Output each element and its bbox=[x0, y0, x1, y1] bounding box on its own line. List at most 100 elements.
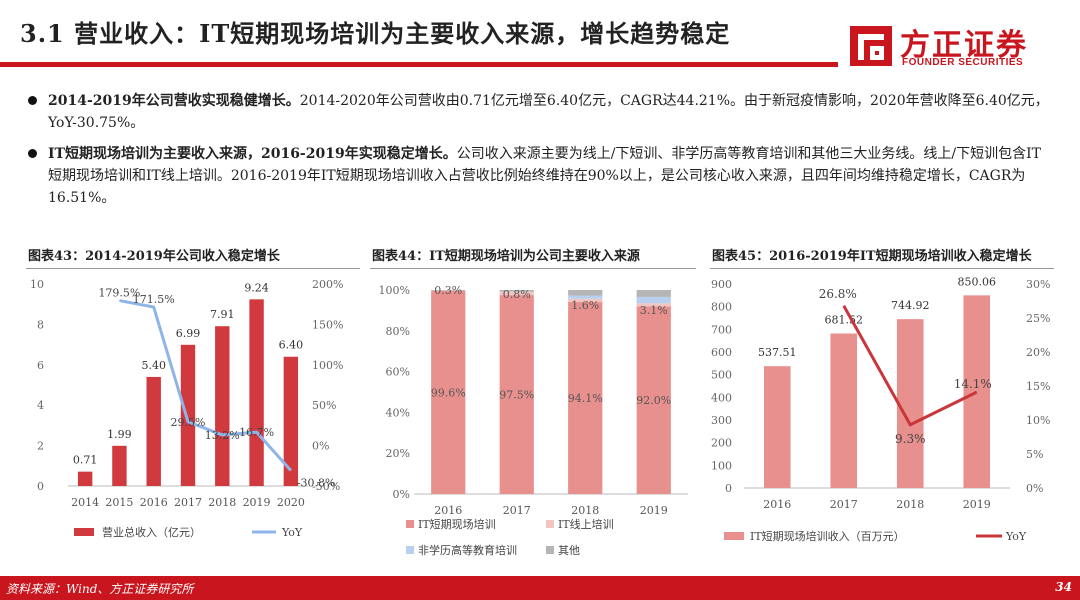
segment-value-label: 97.5% bbox=[499, 389, 534, 402]
bullet-1: 2014-2019年公司营收实现稳健增长。2014-2020年公司营收由0.71… bbox=[28, 90, 1053, 134]
legend-label: 非学历高等教育培训 bbox=[418, 543, 517, 557]
bar-value-label: 7.91 bbox=[210, 308, 235, 321]
footer-source: 资料来源：Wind、方正证券研究所 bbox=[6, 582, 194, 596]
chart-45-caption-rule bbox=[710, 268, 1054, 269]
segment-value-label: 0.3% bbox=[434, 284, 462, 297]
legend-label: 其他 bbox=[558, 544, 580, 557]
legend-label-yoy: YoY bbox=[281, 526, 303, 539]
legend-swatch bbox=[406, 520, 414, 528]
chart-45: 0 100 200 300 400 500 600 700 800 900 0% 5% 10% 15% 20… bbox=[711, 275, 1050, 543]
bar bbox=[180, 344, 196, 486]
segment-value-label: 1.6% bbox=[571, 299, 599, 312]
bar-value-label: 537.51 bbox=[758, 346, 797, 359]
title-underline bbox=[0, 62, 838, 67]
legend-label-revenue: 营业总收入（亿元） bbox=[102, 525, 201, 539]
left-tick-label: 100 bbox=[711, 459, 732, 472]
chart-43-caption-rule bbox=[26, 268, 360, 269]
yoy-value-label: 26.8% bbox=[819, 287, 857, 301]
bullet-dot-icon bbox=[28, 96, 37, 105]
bar bbox=[146, 376, 161, 486]
bar bbox=[112, 445, 127, 486]
bullet-1-lead: 2014-2019年公司营收实现稳健增长。 bbox=[48, 93, 300, 109]
yoy-value-label: 13.2% bbox=[205, 429, 240, 442]
chart-44-caption-rule bbox=[370, 268, 696, 269]
right-tick-label: 0% bbox=[312, 440, 329, 453]
x-tick-label: 2017 bbox=[503, 504, 531, 517]
bar bbox=[77, 471, 93, 486]
segment-value-label: 0.8% bbox=[503, 288, 531, 301]
stacked-segment bbox=[499, 290, 534, 292]
legend-label: IT短期现场培训 bbox=[418, 517, 496, 531]
y-tick-label: 0% bbox=[393, 488, 410, 501]
right-tick-label: 0% bbox=[1026, 482, 1043, 495]
x-tick-label: 2019 bbox=[640, 504, 668, 517]
left-tick-label: 500 bbox=[711, 369, 732, 382]
bar bbox=[963, 295, 991, 488]
bar-value-label: 9.24 bbox=[244, 281, 268, 294]
y-tick-label: 60% bbox=[386, 366, 410, 379]
x-tick-label: 2017 bbox=[174, 496, 202, 509]
right-tick-label: 5% bbox=[1026, 448, 1043, 461]
left-tick-label: 2 bbox=[37, 440, 44, 453]
chart-44: 0% 20% 40% 60% 80% 100% 99.6% 0.3% 2016 97.5% 0.8%… bbox=[379, 284, 688, 557]
chart-45-caption: 图表45：2016-2019年IT短期现场培训收入稳定增长 bbox=[712, 249, 1032, 264]
page-title: 3.1 营业收入：IT短期现场培训为主要收入来源，增长趋势稳定 bbox=[20, 19, 731, 48]
chart-43: 0 2 4 6 8 10 -50% 0% 50% 100% 150% 200% 0.71 1.99 5.40… bbox=[30, 278, 343, 539]
yoy-line bbox=[842, 305, 978, 427]
left-tick-label: 0 bbox=[725, 482, 732, 495]
bullet-1-text: 2014-2020年公司营收由0.71亿元增至6.40亿元，CAGR达44.21… bbox=[48, 93, 1049, 131]
left-tick-label: 10 bbox=[30, 278, 44, 291]
stacked-segment bbox=[636, 290, 671, 297]
right-tick-label: 20% bbox=[1026, 346, 1050, 359]
legend-swatch bbox=[546, 520, 554, 528]
right-tick-label: 30% bbox=[1026, 278, 1050, 291]
y-tick-label: 40% bbox=[386, 406, 410, 419]
x-tick-label: 2016 bbox=[434, 504, 462, 517]
bar bbox=[763, 366, 791, 488]
x-tick-label: 2015 bbox=[105, 496, 133, 509]
left-tick-label: 600 bbox=[711, 346, 732, 359]
stacked-segment bbox=[568, 295, 603, 299]
chart-43-caption: 图表43：2014-2019年公司收入稳定增长 bbox=[28, 249, 280, 264]
left-tick-label: 4 bbox=[37, 399, 44, 412]
y-tick-label: 20% bbox=[386, 447, 410, 460]
bar bbox=[896, 319, 924, 488]
bar bbox=[215, 326, 230, 486]
stacked-segment bbox=[431, 290, 466, 494]
x-tick-label: 2014 bbox=[71, 496, 99, 509]
yoy-value-label: 29.5% bbox=[171, 416, 206, 429]
bar bbox=[249, 299, 264, 486]
bullet-2-lead: IT短期现场培训为主要收入来源，2016-2019年实现稳定增长。 bbox=[48, 146, 457, 162]
x-tick-label: 2016 bbox=[140, 496, 168, 509]
yoy-value-label: 9.3% bbox=[895, 432, 926, 446]
bar-value-label: 1.99 bbox=[107, 428, 132, 441]
bar bbox=[283, 356, 299, 486]
legend-label: IT线上培训 bbox=[558, 517, 614, 531]
bullet-2-text: 公司收入来源主要为线上/下短训、非学历高等教育培训和其他三大业务线。线上/下短训… bbox=[48, 146, 1042, 206]
bar-value-label: 744.92 bbox=[891, 299, 930, 312]
left-tick-label: 400 bbox=[711, 391, 732, 404]
right-tick-label: 15% bbox=[1026, 380, 1050, 393]
segment-value-label: 3.1% bbox=[640, 304, 668, 317]
stacked-segment bbox=[499, 295, 534, 494]
bar-value-label: 5.40 bbox=[141, 359, 166, 372]
right-tick-label: 150% bbox=[312, 318, 343, 331]
right-tick-label: 200% bbox=[312, 278, 343, 291]
left-tick-label: 6 bbox=[37, 359, 44, 372]
segment-value-label: 99.6% bbox=[431, 386, 466, 399]
left-tick-label: 800 bbox=[711, 301, 732, 314]
legend-swatch-revenue bbox=[74, 528, 94, 536]
left-tick-label: 700 bbox=[711, 323, 732, 336]
right-tick-label: 100% bbox=[312, 359, 343, 372]
legend-swatch bbox=[406, 546, 414, 554]
y-tick-label: 80% bbox=[386, 325, 410, 338]
logo-text-en: FOUNDER SECURITIES bbox=[902, 57, 1024, 68]
bar-value-label: 0.71 bbox=[73, 454, 98, 467]
left-tick-label: 300 bbox=[711, 414, 732, 427]
stacked-segment bbox=[568, 290, 603, 296]
left-tick-label: 900 bbox=[711, 278, 732, 291]
stacked-segment bbox=[431, 290, 466, 291]
bar-value-label: 6.40 bbox=[279, 339, 304, 352]
left-tick-label: 0 bbox=[37, 480, 44, 493]
x-tick-label: 2019 bbox=[963, 498, 991, 511]
